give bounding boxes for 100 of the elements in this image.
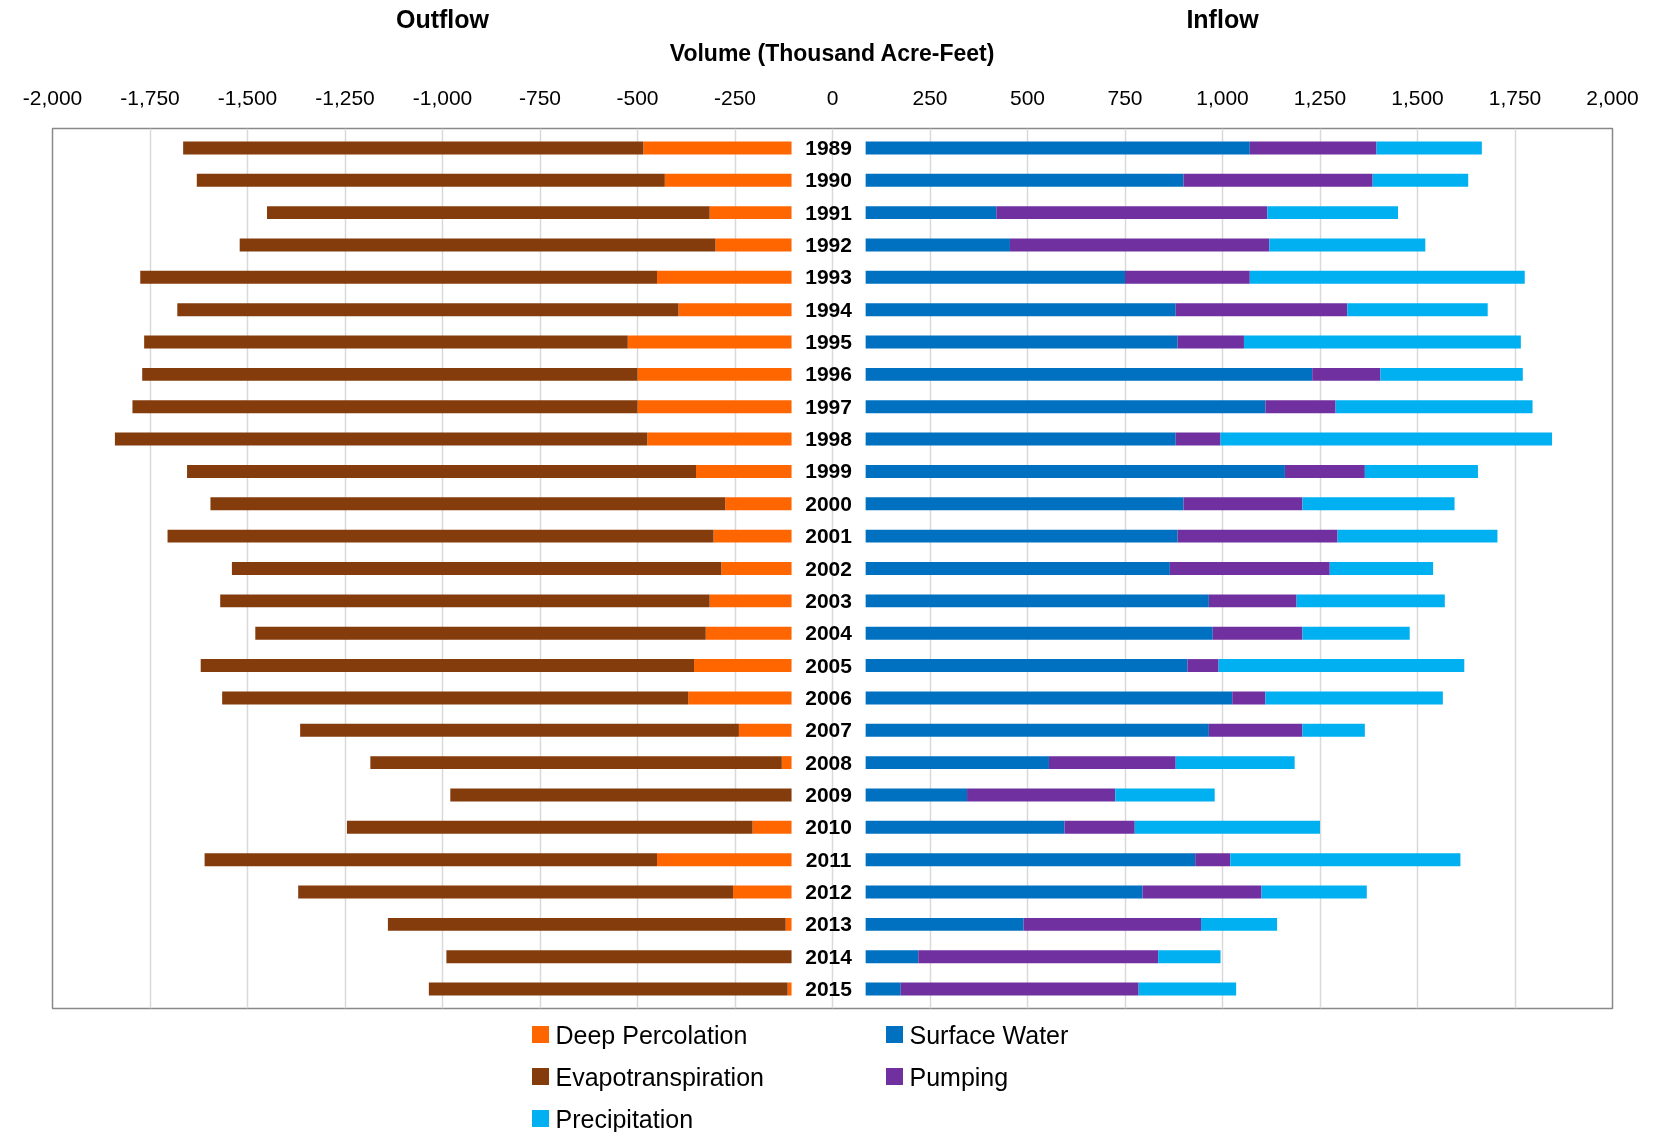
y-tick-label: 1999 — [805, 459, 852, 483]
bar — [370, 756, 782, 770]
bar — [865, 270, 1125, 284]
bar — [1337, 529, 1498, 543]
bar — [1347, 303, 1488, 317]
bar — [204, 853, 657, 867]
bar — [1212, 626, 1303, 640]
x-tick-label: -1,500 — [217, 85, 278, 109]
x-tick-label: -750 — [518, 85, 562, 109]
y-tick-label: 2013 — [805, 912, 852, 936]
bar — [647, 432, 792, 446]
bar — [637, 367, 792, 381]
bar — [865, 917, 1024, 931]
bar — [1009, 238, 1270, 252]
bar — [267, 206, 710, 220]
y-tick-label: 2014 — [805, 944, 853, 968]
bar — [1023, 917, 1202, 931]
bar — [1220, 432, 1553, 446]
bar — [752, 820, 792, 834]
y-tick-label: 2002 — [805, 556, 852, 580]
bar — [967, 788, 1116, 802]
bar — [865, 464, 1285, 478]
bar — [450, 788, 792, 802]
bar — [144, 335, 628, 349]
y-tick-label: 2012 — [805, 880, 852, 904]
bar — [865, 238, 1010, 252]
bar — [694, 659, 792, 673]
bar — [1296, 594, 1445, 608]
text: Outflow — [395, 4, 490, 33]
bar — [1232, 691, 1266, 705]
y-tick-label: 2006 — [805, 685, 852, 709]
bar — [713, 529, 792, 543]
bar — [1364, 464, 1478, 478]
bar — [200, 659, 695, 673]
bar — [637, 400, 792, 414]
bar — [1312, 367, 1381, 381]
text: Inflow — [1186, 4, 1260, 33]
x-tick-label: 1,000 — [1196, 85, 1249, 109]
bar — [298, 885, 734, 899]
x-tick-label: 500 — [1009, 85, 1046, 109]
y-tick-label: 2001 — [805, 524, 853, 548]
y-tick-label: 1997 — [805, 394, 852, 418]
bar — [688, 691, 792, 705]
bar — [1208, 594, 1297, 608]
bar — [865, 691, 1233, 705]
bar — [721, 562, 792, 575]
bar — [865, 529, 1178, 543]
x-tick-label: -1,250 — [315, 85, 375, 109]
x-axis-title: Volume (Thousand Acre-Feet) — [669, 39, 995, 66]
bar — [1183, 173, 1373, 187]
bar — [1218, 659, 1465, 673]
bar — [1208, 723, 1303, 737]
bar — [865, 173, 1184, 187]
bar — [300, 723, 739, 737]
bar — [865, 626, 1213, 640]
legend-label: Precipitation — [555, 1104, 694, 1133]
x-tick-label: 1,500 — [1391, 85, 1444, 109]
bar — [709, 594, 792, 608]
bar — [865, 756, 1049, 770]
y-tick-label: 1990 — [805, 168, 852, 192]
bar — [1249, 270, 1525, 284]
bar — [664, 173, 792, 187]
bar — [715, 238, 792, 252]
bar — [865, 659, 1188, 673]
bar — [1201, 917, 1278, 931]
bar — [781, 756, 792, 770]
bar — [865, 723, 1209, 737]
bar — [996, 206, 1268, 220]
bar — [1183, 497, 1303, 511]
bar — [865, 853, 1196, 867]
bar — [865, 206, 997, 220]
bar — [346, 820, 753, 834]
bar — [865, 788, 968, 802]
bar — [239, 238, 716, 252]
bar — [865, 950, 919, 964]
bar — [1329, 562, 1434, 575]
bar — [187, 464, 696, 478]
bar — [865, 432, 1176, 446]
bar — [900, 982, 1139, 996]
x-tick-label: 250 — [912, 85, 948, 109]
bar — [1302, 626, 1410, 640]
legend-label: Evapotranspiration — [555, 1062, 764, 1091]
bar — [446, 950, 792, 964]
bar — [231, 562, 722, 575]
x-tick-label: -250 — [713, 85, 757, 109]
y-tick-label: 2004 — [805, 621, 853, 645]
x-tick-label: 0 — [826, 85, 839, 109]
y-tick-label: 2010 — [805, 815, 852, 839]
y-tick-label: 1994 — [805, 297, 853, 321]
bar — [918, 950, 1159, 964]
bar — [1169, 562, 1330, 575]
bar — [865, 885, 1143, 899]
x-tick-label: -2,000 — [22, 85, 83, 109]
bar — [738, 723, 792, 737]
y-tick-label: 1991 — [805, 200, 853, 224]
bar — [709, 206, 792, 220]
bar — [1115, 788, 1215, 802]
bar — [255, 626, 706, 640]
y-tick-label: 2011 — [805, 847, 852, 871]
bar — [114, 432, 648, 446]
